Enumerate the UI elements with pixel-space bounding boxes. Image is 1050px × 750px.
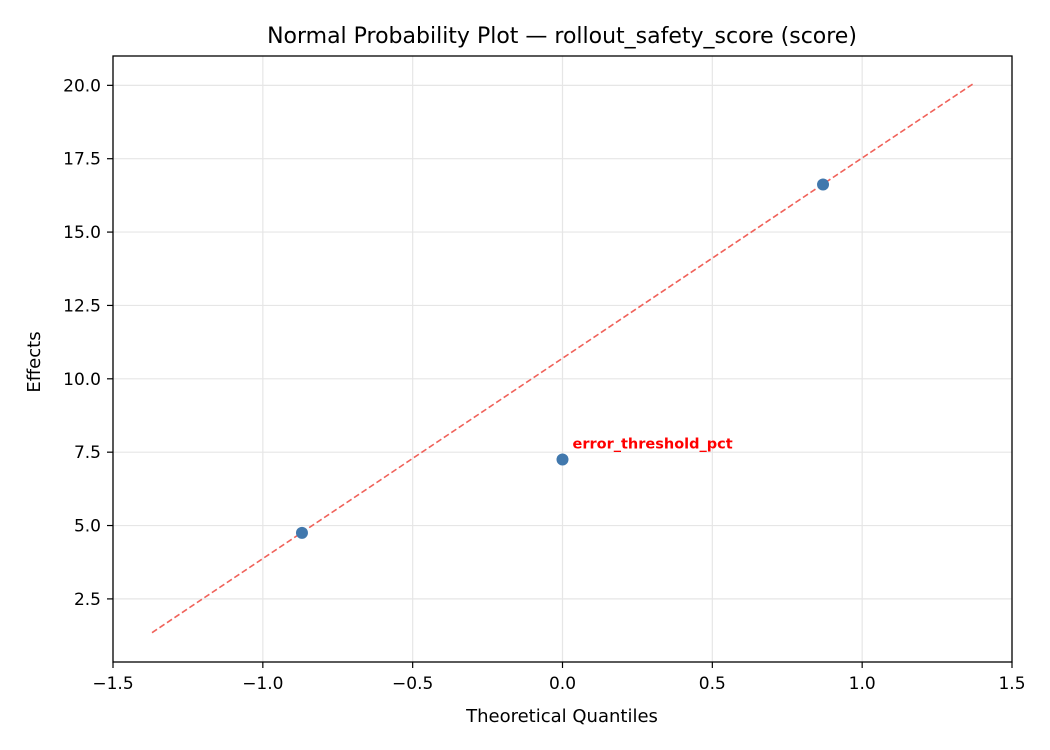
- y-tick-label: 5.0: [74, 517, 101, 537]
- x-tick-label: −0.5: [392, 674, 433, 694]
- data-point: [556, 453, 569, 466]
- tick-labels: −1.5 −1.0 −0.5 0.0 0.5 1.0 1.5 2.5 5.0 7.5 10.0 12.…: [63, 76, 1025, 694]
- y-axis-label: Effects: [24, 331, 45, 392]
- y-tick-label: 2.5: [74, 590, 101, 610]
- reference-line: [151, 83, 974, 634]
- data-point: [817, 178, 830, 191]
- data-point: [295, 526, 308, 539]
- annotations: error_threshold_pct: [573, 437, 733, 453]
- annotation-label: error_threshold_pct: [573, 437, 733, 453]
- y-tick-label: 7.5: [74, 443, 101, 463]
- y-tick-label: 20.0: [63, 76, 101, 96]
- y-tick-label: 10.0: [63, 370, 101, 390]
- y-tick-label: 12.5: [63, 296, 101, 316]
- x-tick-label: 1.5: [998, 674, 1025, 694]
- x-tick-label: 0.0: [549, 674, 576, 694]
- chart-title: Normal Probability Plot — rollout_safety…: [267, 24, 857, 49]
- y-tick-label: 15.0: [63, 223, 101, 243]
- x-tick-label: 0.5: [699, 674, 726, 694]
- x-tick-label: −1.5: [92, 674, 133, 694]
- grid-lines: [112, 56, 1013, 662]
- x-tick-label: 1.0: [849, 674, 876, 694]
- x-tick-label: −1.0: [242, 674, 283, 694]
- reference-line-group: [151, 83, 974, 634]
- x-axis-label: Theoretical Quantiles: [465, 706, 658, 727]
- y-tick-label: 17.5: [63, 150, 101, 170]
- data-points: [295, 178, 830, 539]
- axes: [107, 55, 1013, 668]
